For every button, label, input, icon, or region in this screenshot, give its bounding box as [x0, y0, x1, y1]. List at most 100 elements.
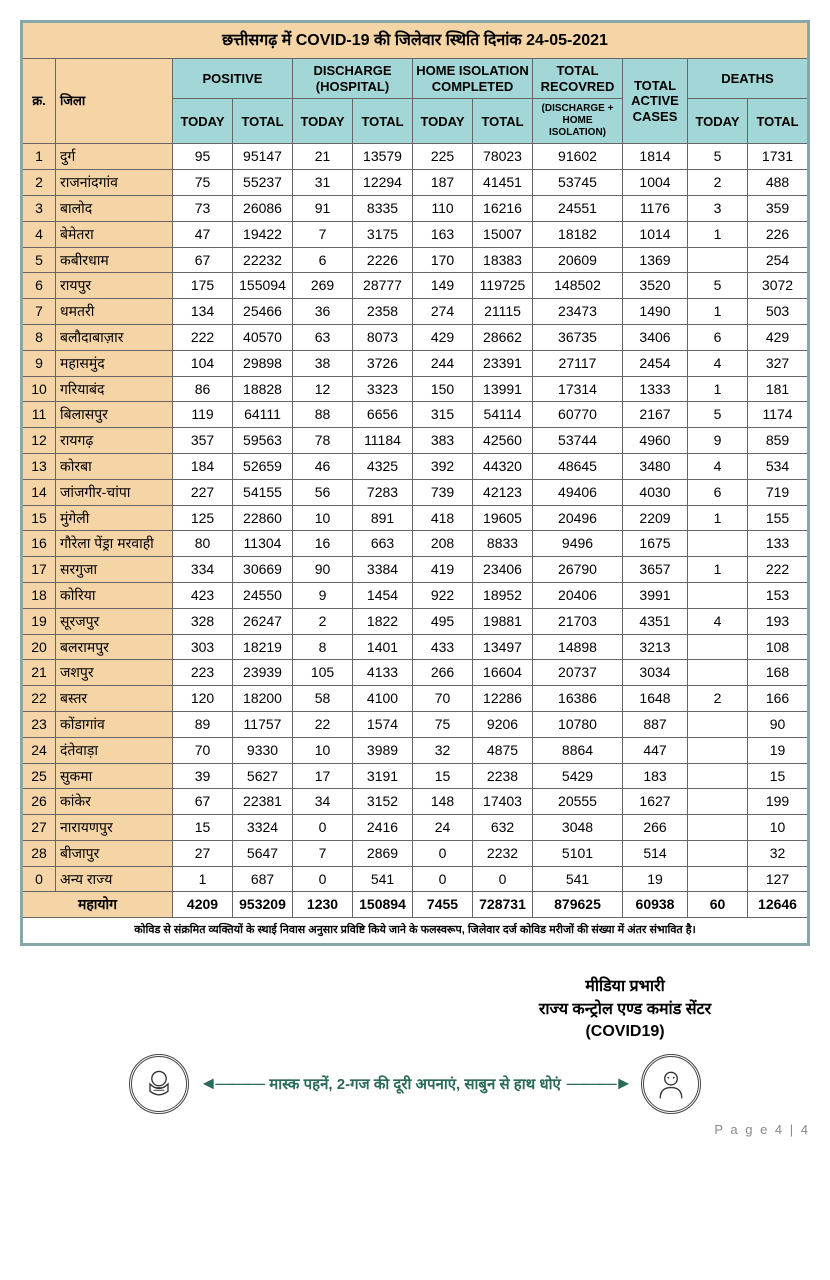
cell-dett: 3072 — [748, 273, 809, 299]
cell-rec: 8864 — [533, 737, 623, 763]
cell-dt: 90 — [293, 557, 353, 583]
cell-pt: 357 — [173, 428, 233, 454]
cell-sn: 22 — [22, 686, 56, 712]
cell-dett: 108 — [748, 634, 809, 660]
cell-dist: बस्तर — [56, 686, 173, 712]
cell-htt: 23391 — [473, 350, 533, 376]
cell-dt: 91 — [293, 195, 353, 221]
cell-pt: 334 — [173, 557, 233, 583]
cell-pt: 184 — [173, 453, 233, 479]
table-row: 19सूरजपुर3282624721822495198812170343514… — [22, 608, 809, 634]
cell-ht: 418 — [413, 505, 473, 531]
table-row: 15मुंगेली1252286010891418196052049622091… — [22, 505, 809, 531]
cell-dett: 10 — [748, 815, 809, 841]
cell-ptt: 5647 — [233, 840, 293, 866]
cell-sn: 9 — [22, 350, 56, 376]
cell-dett: 429 — [748, 324, 809, 350]
cell-dt: 46 — [293, 453, 353, 479]
cell-act: 3991 — [623, 582, 688, 608]
table-row: 13कोरबा184526594643253924432048645348045… — [22, 453, 809, 479]
tot-dt: 1230 — [293, 892, 353, 918]
cell-pt: 134 — [173, 299, 233, 325]
cell-dist: धमतरी — [56, 299, 173, 325]
cell-pt: 73 — [173, 195, 233, 221]
cell-dtt: 13579 — [353, 144, 413, 170]
cell-ptt: 29898 — [233, 350, 293, 376]
table-row: 0अन्य राज्य168705410054119127 — [22, 866, 809, 892]
cell-dt: 21 — [293, 144, 353, 170]
cell-dtt: 663 — [353, 531, 413, 557]
cell-htt: 18952 — [473, 582, 533, 608]
cell-dett: 719 — [748, 479, 809, 505]
cell-dett: 359 — [748, 195, 809, 221]
cell-dett: 193 — [748, 608, 809, 634]
cell-rec: 148502 — [533, 273, 623, 299]
cell-ht: 163 — [413, 221, 473, 247]
cell-pt: 27 — [173, 840, 233, 866]
cell-dt: 38 — [293, 350, 353, 376]
cell-dtt: 1822 — [353, 608, 413, 634]
cell-sn: 19 — [22, 608, 56, 634]
cell-rec: 24551 — [533, 195, 623, 221]
cell-act: 1490 — [623, 299, 688, 325]
cell-dt: 16 — [293, 531, 353, 557]
cell-htt: 4875 — [473, 737, 533, 763]
table-row: 23कोंडागांव89117572215747592061078088790 — [22, 711, 809, 737]
cell-ptt: 95147 — [233, 144, 293, 170]
cell-ptt: 11304 — [233, 531, 293, 557]
cell-htt: 42560 — [473, 428, 533, 454]
cell-dtt: 4100 — [353, 686, 413, 712]
cell-dist: कबीरधाम — [56, 247, 173, 273]
hdr-totrec-sub: (DISCHARGE + HOME ISOLATION) — [533, 99, 623, 144]
title-row: छत्तीसगढ़ में COVID-19 की जिलेवार स्थिति… — [22, 22, 809, 59]
cell-rec: 20609 — [533, 247, 623, 273]
cell-det — [688, 582, 748, 608]
cell-pt: 119 — [173, 402, 233, 428]
cell-ht: 0 — [413, 866, 473, 892]
cell-act: 3034 — [623, 660, 688, 686]
hdr-de-today: TODAY — [688, 99, 748, 144]
cell-dtt: 7283 — [353, 479, 413, 505]
cell-dt: 22 — [293, 711, 353, 737]
safety-banner: ◄——— मास्क पहनें, 2-गज की दूरी अपनाएं, स… — [20, 1054, 810, 1114]
cell-rec: 21703 — [533, 608, 623, 634]
cell-dtt: 2416 — [353, 815, 413, 841]
cell-ptt: 64111 — [233, 402, 293, 428]
cell-ht: 922 — [413, 582, 473, 608]
tot-act: 60938 — [623, 892, 688, 918]
cell-act: 1627 — [623, 789, 688, 815]
cell-htt: 9206 — [473, 711, 533, 737]
cell-rec: 27117 — [533, 350, 623, 376]
cell-htt: 28662 — [473, 324, 533, 350]
cell-pt: 125 — [173, 505, 233, 531]
cell-ht: 429 — [413, 324, 473, 350]
cell-sn: 28 — [22, 840, 56, 866]
cell-ptt: 22232 — [233, 247, 293, 273]
cell-rec: 53744 — [533, 428, 623, 454]
cell-dett: 488 — [748, 170, 809, 196]
table-row: 17सरगुजा33430669903384419234062679036571… — [22, 557, 809, 583]
cell-dist: बीजापुर — [56, 840, 173, 866]
cell-dt: 10 — [293, 737, 353, 763]
cell-htt: 23406 — [473, 557, 533, 583]
cell-pt: 303 — [173, 634, 233, 660]
cell-sn: 16 — [22, 531, 56, 557]
cell-ptt: 22381 — [233, 789, 293, 815]
cell-ptt: 687 — [233, 866, 293, 892]
cell-ptt: 19422 — [233, 221, 293, 247]
cell-ht: 225 — [413, 144, 473, 170]
cell-htt: 16604 — [473, 660, 533, 686]
cell-act: 4351 — [623, 608, 688, 634]
cell-ptt: 54155 — [233, 479, 293, 505]
cell-pt: 222 — [173, 324, 233, 350]
cell-ptt: 23939 — [233, 660, 293, 686]
cell-dtt: 8335 — [353, 195, 413, 221]
cell-rec: 49406 — [533, 479, 623, 505]
footer: मीडिया प्रभारी राज्य कन्ट्रोल एण्ड कमांड… — [20, 976, 810, 1136]
cell-dist: कोरिया — [56, 582, 173, 608]
cell-det — [688, 815, 748, 841]
cell-ptt: 18828 — [233, 376, 293, 402]
cell-dist: कांकेर — [56, 789, 173, 815]
cell-dtt: 28777 — [353, 273, 413, 299]
cell-det — [688, 840, 748, 866]
